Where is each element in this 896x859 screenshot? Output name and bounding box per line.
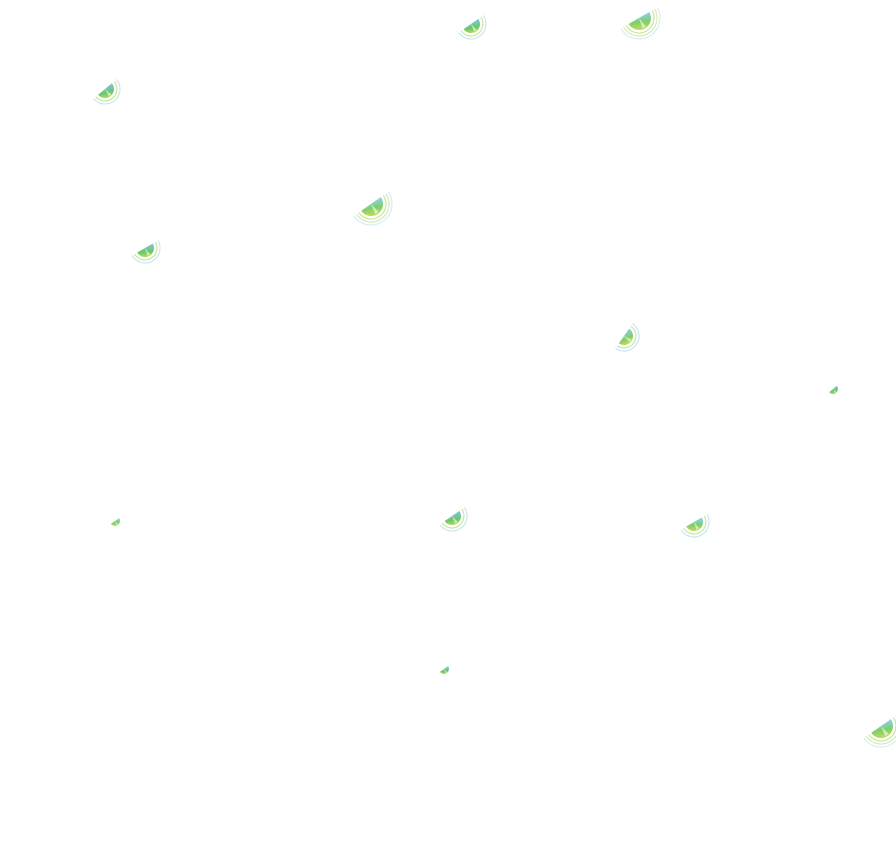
wedge-highlight [105,89,112,97]
ripple-arc [355,193,390,223]
wedge-with-arcs-icon [680,514,710,538]
ripple-arc [439,507,468,532]
ripple-arc [131,240,161,264]
ripple-arc [95,80,118,102]
wedge-with-arcs-icon [620,7,661,40]
wedge-icon [439,666,449,674]
ripple-arc [625,10,655,34]
ripple-arc [622,8,658,37]
wedge-highlight [624,336,632,343]
ripple-arc [616,325,637,349]
wedge-shape [686,517,703,531]
wedge-with-arcs-icon [458,15,487,40]
wedge-highlight [471,24,477,32]
wedge-highlight [833,389,837,394]
wedge-with-arcs-icon [131,240,161,264]
wedge-highlight [115,521,119,526]
ripple-arc [358,195,387,220]
ripple-arc [680,514,710,538]
wedge-highlight [881,726,889,737]
wedge-icon [829,385,838,394]
ripple-arc [458,15,487,40]
ripple-arc [134,241,158,261]
ripple-arc [615,323,640,352]
wedge-highlight [694,522,700,530]
wedge-with-arcs-icon [615,323,640,352]
ripple-arc [863,713,896,748]
wedge-highlight [452,516,458,524]
wedge-with-arcs-icon [353,191,393,226]
ripple-arc [683,515,707,535]
wedge-shape [137,243,154,257]
wedge-shape [628,12,651,30]
ripple-arc [460,16,484,37]
wedge-with-arcs-icon [863,713,896,748]
ripple-arc [865,715,896,745]
wedge-with-arcs-icon [93,79,121,105]
wedge-highlight [444,669,448,674]
wedge-highlight [145,248,151,256]
wedge-highlight [371,204,379,215]
wedge-with-arcs-icon [439,507,468,532]
wedge-icon [110,518,120,526]
ripple-arc [353,191,393,226]
wedge-highlight [639,18,646,29]
ripple-arc [620,7,661,40]
ripple-arc [441,508,465,529]
ripple-arc [93,79,121,105]
